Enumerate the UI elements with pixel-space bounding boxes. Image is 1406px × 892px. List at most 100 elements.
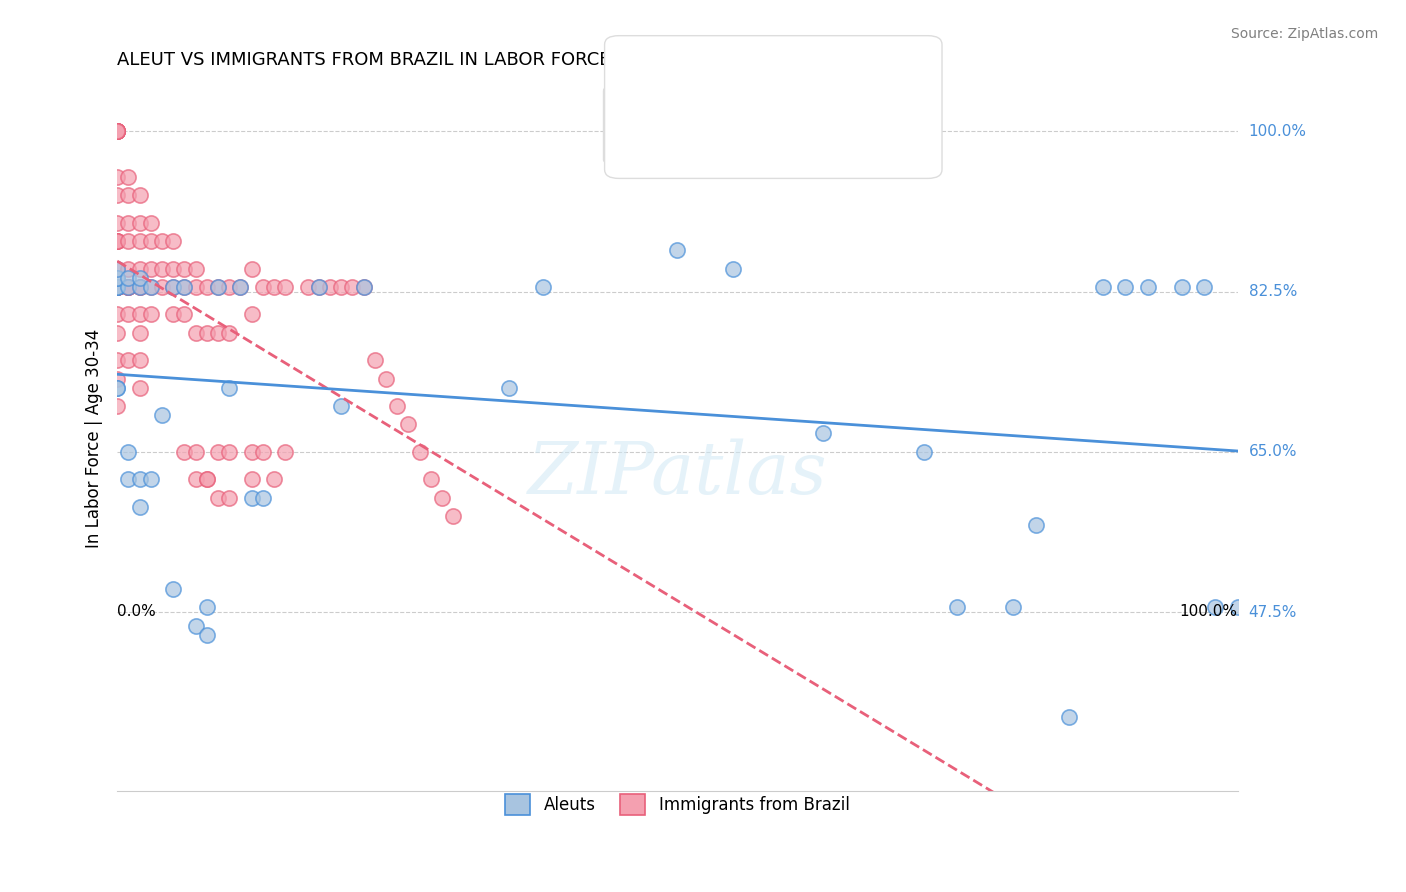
Immigrants from Brazil <box>105 234 128 248</box>
Immigrants from Brazil <box>117 308 139 322</box>
Immigrants from Brazil <box>105 124 128 138</box>
Immigrants from Brazil <box>408 444 430 458</box>
Immigrants from Brazil <box>128 381 150 395</box>
Immigrants from Brazil <box>330 280 353 294</box>
Immigrants from Brazil <box>184 261 207 276</box>
Immigrants from Brazil <box>117 280 139 294</box>
Immigrants from Brazil <box>105 280 128 294</box>
Immigrants from Brazil <box>105 188 128 202</box>
Immigrants from Brazil <box>105 280 128 294</box>
Immigrants from Brazil <box>162 234 184 248</box>
Immigrants from Brazil <box>387 399 409 413</box>
Immigrants from Brazil <box>139 280 162 294</box>
Immigrants from Brazil <box>430 491 453 505</box>
Immigrants from Brazil <box>105 280 128 294</box>
Aleuts <box>1002 600 1025 615</box>
Immigrants from Brazil <box>195 326 218 340</box>
Aleuts <box>353 280 375 294</box>
Immigrants from Brazil <box>105 326 128 340</box>
Aleuts <box>1092 280 1115 294</box>
Aleuts <box>1059 710 1081 724</box>
Immigrants from Brazil <box>184 280 207 294</box>
Immigrants from Brazil <box>240 472 263 486</box>
Aleuts <box>207 280 229 294</box>
Immigrants from Brazil <box>128 353 150 368</box>
Immigrants from Brazil <box>139 308 162 322</box>
Aleuts <box>195 628 218 642</box>
Immigrants from Brazil <box>398 417 420 432</box>
Text: ALEUT VS IMMIGRANTS FROM BRAZIL IN LABOR FORCE | AGE 30-34 CORRELATION CHART: ALEUT VS IMMIGRANTS FROM BRAZIL IN LABOR… <box>117 51 924 69</box>
Aleuts <box>1192 280 1215 294</box>
Immigrants from Brazil <box>128 280 150 294</box>
Immigrants from Brazil <box>105 353 128 368</box>
Aleuts <box>105 261 128 276</box>
Immigrants from Brazil <box>128 308 150 322</box>
Immigrants from Brazil <box>105 280 128 294</box>
Immigrants from Brazil <box>207 491 229 505</box>
Immigrants from Brazil <box>128 326 150 340</box>
Aleuts <box>1170 280 1192 294</box>
Text: ZIPatlas: ZIPatlas <box>527 438 827 508</box>
Immigrants from Brazil <box>184 326 207 340</box>
Aleuts <box>195 600 218 615</box>
Immigrants from Brazil <box>319 280 342 294</box>
Immigrants from Brazil <box>105 280 128 294</box>
Immigrants from Brazil <box>184 444 207 458</box>
Immigrants from Brazil <box>419 472 441 486</box>
Immigrants from Brazil <box>117 280 139 294</box>
Immigrants from Brazil <box>105 280 128 294</box>
Aleuts <box>240 491 263 505</box>
Aleuts <box>128 472 150 486</box>
Immigrants from Brazil <box>105 124 128 138</box>
Immigrants from Brazil <box>117 261 139 276</box>
Aleuts <box>128 270 150 285</box>
Immigrants from Brazil <box>207 280 229 294</box>
Aleuts <box>218 381 240 395</box>
Immigrants from Brazil <box>105 261 128 276</box>
Immigrants from Brazil <box>353 280 375 294</box>
Immigrants from Brazil <box>105 124 128 138</box>
Immigrants from Brazil <box>162 261 184 276</box>
Immigrants from Brazil <box>184 472 207 486</box>
Immigrants from Brazil <box>195 280 218 294</box>
Text: 82.5%: 82.5% <box>1249 284 1296 299</box>
Immigrants from Brazil <box>139 216 162 230</box>
Y-axis label: In Labor Force | Age 30-34: In Labor Force | Age 30-34 <box>86 328 103 548</box>
Immigrants from Brazil <box>117 280 139 294</box>
Aleuts <box>252 491 274 505</box>
Immigrants from Brazil <box>162 308 184 322</box>
Text: 100.0%: 100.0% <box>1180 604 1237 619</box>
Immigrants from Brazil <box>105 124 128 138</box>
Text: 100.0%: 100.0% <box>1249 124 1306 139</box>
Aleuts <box>128 500 150 514</box>
Immigrants from Brazil <box>195 472 218 486</box>
Immigrants from Brazil <box>105 124 128 138</box>
Immigrants from Brazil <box>229 280 252 294</box>
Immigrants from Brazil <box>263 472 285 486</box>
Immigrants from Brazil <box>150 280 173 294</box>
Immigrants from Brazil <box>274 444 297 458</box>
Immigrants from Brazil <box>240 308 263 322</box>
Aleuts <box>105 280 128 294</box>
Immigrants from Brazil <box>173 308 195 322</box>
Aleuts <box>105 280 128 294</box>
Immigrants from Brazil <box>105 124 128 138</box>
Immigrants from Brazil <box>263 280 285 294</box>
Aleuts <box>184 619 207 633</box>
Aleuts <box>139 472 162 486</box>
Immigrants from Brazil <box>274 280 297 294</box>
Immigrants from Brazil <box>128 261 150 276</box>
Aleuts <box>162 280 184 294</box>
Aleuts <box>531 280 554 294</box>
Immigrants from Brazil <box>105 124 128 138</box>
Immigrants from Brazil <box>173 261 195 276</box>
Aleuts <box>105 270 128 285</box>
Immigrants from Brazil <box>218 444 240 458</box>
Text: 0.0%: 0.0% <box>117 604 156 619</box>
Text: Source: ZipAtlas.com: Source: ZipAtlas.com <box>1230 27 1378 41</box>
Aleuts <box>117 280 139 294</box>
Aleuts <box>308 280 330 294</box>
Aleuts <box>1226 600 1249 615</box>
Immigrants from Brazil <box>218 280 240 294</box>
Aleuts <box>173 280 195 294</box>
